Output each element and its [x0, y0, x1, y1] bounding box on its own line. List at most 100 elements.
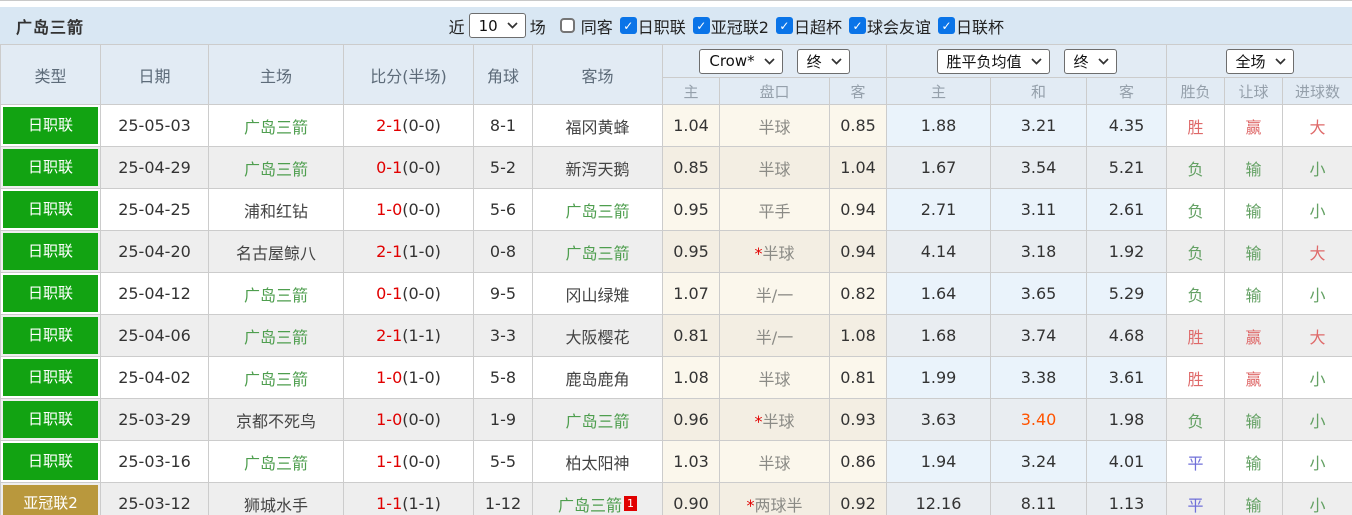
home-team-cell[interactable]: 广岛三箭: [208, 272, 344, 315]
asian-away-odds-cell: 0.81: [828, 356, 888, 399]
subheader-handicap: 盘口: [719, 77, 830, 105]
date-cell: 25-04-06: [100, 314, 209, 357]
europe-home-odds-cell: 1.64: [886, 272, 992, 315]
europe-odds-header: 胜平负均值 终: [886, 44, 1168, 78]
date-cell: 25-03-29: [100, 398, 209, 441]
league-filter-checkbox[interactable]: ✓: [619, 17, 637, 34]
europe-away-odds-cell: 5.29: [1086, 272, 1168, 315]
date-cell: 25-03-16: [100, 440, 209, 483]
away-team-cell[interactable]: 大阪樱花: [532, 314, 663, 357]
league-filter-item: ✓ 日超杯: [775, 14, 842, 38]
away-team-cell[interactable]: 广岛三箭: [532, 398, 663, 441]
away-team-cell[interactable]: 广岛三箭 1: [532, 482, 663, 515]
asian-away-odds-cell: 1.04: [828, 146, 888, 189]
odds-time-select[interactable]: 终: [796, 48, 850, 74]
corners-cell: 5-6: [473, 188, 533, 231]
europe-away-odds-cell: 1.98: [1086, 398, 1168, 441]
away-team-cell[interactable]: 广岛三箭: [532, 230, 663, 273]
avg-time-select[interactable]: 终: [1063, 48, 1117, 74]
handicap-result-cell: 输: [1224, 440, 1284, 483]
home-team-cell[interactable]: 广岛三箭: [208, 146, 344, 189]
subheader-europe-draw: 和: [990, 77, 1088, 105]
table-row: 亚冠联2 25-03-12 狮城水手 1-1(1-1) 1-12 广岛三箭 1 0.90 *两球…: [0, 482, 1352, 515]
date-cell: 25-03-12: [100, 482, 209, 515]
score-cell: 2-1(1-1): [343, 314, 474, 357]
europe-home-odds-cell: 4.14: [886, 230, 992, 273]
away-team-cell[interactable]: 冈山绿雉: [532, 272, 663, 315]
europe-away-odds-cell: 5.21: [1086, 146, 1168, 189]
league-filter-checkbox[interactable]: ✓: [692, 17, 710, 34]
league-type-badge: 日职联: [3, 275, 98, 312]
date-cell: 25-05-03: [100, 104, 209, 147]
europe-away-odds-cell: 3.61: [1086, 356, 1168, 399]
table-row: 日职联 25-05-03 广岛三箭 2-1(0-0) 8-1 福冈黄蜂 1.04 半球 0.85…: [0, 104, 1352, 147]
goals-result-cell: 大: [1282, 104, 1352, 147]
europe-home-odds-cell: 3.63: [886, 398, 992, 441]
score-cell: 1-0(1-0): [343, 356, 474, 399]
same-away-checkbox[interactable]: [559, 18, 575, 33]
corners-cell: 1-9: [473, 398, 533, 441]
table-row: 日职联 25-04-06 广岛三箭 2-1(1-1) 3-3 大阪樱花 0.81 半/一 1.0…: [0, 314, 1352, 357]
asian-handicap-cell: 半/一: [719, 314, 830, 357]
league-type-badge: 日职联: [3, 401, 98, 438]
score-cell: 2-1(1-0): [343, 230, 474, 273]
home-team-cell[interactable]: 广岛三箭: [208, 314, 344, 357]
handicap-result-cell: 输: [1224, 188, 1284, 231]
corners-cell: 8-1: [473, 104, 533, 147]
home-team-cell[interactable]: 广岛三箭: [208, 104, 344, 147]
corners-cell: 3-3: [473, 314, 533, 357]
outcome-cell: 负: [1166, 272, 1226, 315]
chevron-down-icon: [831, 57, 842, 65]
goals-result-cell: 小: [1282, 398, 1352, 441]
asian-handicap-cell: *半球: [719, 230, 830, 273]
europe-draw-odds-cell: 3.40: [990, 398, 1088, 441]
home-team-cell[interactable]: 京都不死鸟: [208, 398, 344, 441]
odds-source-select[interactable]: Crow*: [699, 48, 783, 74]
asian-away-odds-cell: 0.94: [828, 188, 888, 231]
home-team-cell[interactable]: 狮城水手: [208, 482, 344, 515]
home-team-cell[interactable]: 名古屋鲸八: [208, 230, 344, 273]
table-row: 日职联 25-04-02 广岛三箭 1-0(1-0) 5-8 鹿岛鹿角 1.08 半球 0.81…: [0, 356, 1352, 399]
outcome-cell: 平: [1166, 482, 1226, 515]
home-team-cell[interactable]: 广岛三箭: [208, 440, 344, 483]
league-type-cell: 日职联: [0, 398, 101, 441]
handicap-result-cell: 输: [1224, 272, 1284, 315]
home-team-cell[interactable]: 广岛三箭: [208, 356, 344, 399]
league-filter-label: 日联杯: [955, 17, 1004, 37]
table-row: 日职联 25-04-20 名古屋鲸八 2-1(1-0) 0-8 广岛三箭 0.95 *半球 0.…: [0, 230, 1352, 273]
corners-cell: 0-8: [473, 230, 533, 273]
chevron-down-icon: [507, 22, 518, 29]
league-filter-checkbox[interactable]: ✓: [775, 17, 793, 34]
col-header-home: 主场: [208, 44, 344, 105]
avg-source-select[interactable]: 胜平负均值: [936, 48, 1050, 74]
score-cell: 1-1(1-1): [343, 482, 474, 515]
chevron-down-icon: [1030, 57, 1042, 65]
asian-home-odds-cell: 0.95: [662, 230, 720, 273]
table-subheader-row: 主 盘口 客 主 和 客 胜负 让球 进球数: [1, 77, 1352, 105]
score-cell: 0-1(0-0): [343, 272, 474, 315]
away-team-cell[interactable]: 广岛三箭: [532, 188, 663, 231]
away-team-cell[interactable]: 新泻天鹅: [532, 146, 663, 189]
col-header-corners: 角球: [473, 44, 533, 105]
league-filter-checkbox[interactable]: ✓: [937, 17, 955, 34]
europe-home-odds-cell: 1.99: [886, 356, 992, 399]
league-filter-item: ✓ 日职联: [619, 14, 686, 38]
away-team-cell[interactable]: 福冈黄蜂: [532, 104, 663, 147]
goals-result-cell: 小: [1282, 356, 1352, 399]
europe-home-odds-cell: 12.16: [886, 482, 992, 515]
away-team-cell[interactable]: 柏太阳神: [532, 440, 663, 483]
scope-select[interactable]: 全场: [1225, 48, 1294, 74]
asian-home-odds-cell: 0.81: [662, 314, 720, 357]
league-filter-checkbox[interactable]: ✓: [848, 17, 866, 34]
europe-draw-odds-cell: 3.18: [990, 230, 1088, 273]
table-row: 日职联 25-03-16 广岛三箭 1-1(0-0) 5-5 柏太阳神 1.03 半球 0.86…: [0, 440, 1352, 483]
recent-count-select[interactable]: 10: [468, 13, 526, 38]
home-team-cell[interactable]: 浦和红钻: [208, 188, 344, 231]
chevron-down-icon: [1274, 57, 1286, 65]
league-filter-label: 日超杯: [793, 17, 842, 37]
goals-result-cell: 小: [1282, 188, 1352, 231]
score-cell: 1-0(0-0): [343, 188, 474, 231]
europe-draw-odds-cell: 3.24: [990, 440, 1088, 483]
col-header-date: 日期: [100, 44, 209, 105]
away-team-cell[interactable]: 鹿岛鹿角: [532, 356, 663, 399]
